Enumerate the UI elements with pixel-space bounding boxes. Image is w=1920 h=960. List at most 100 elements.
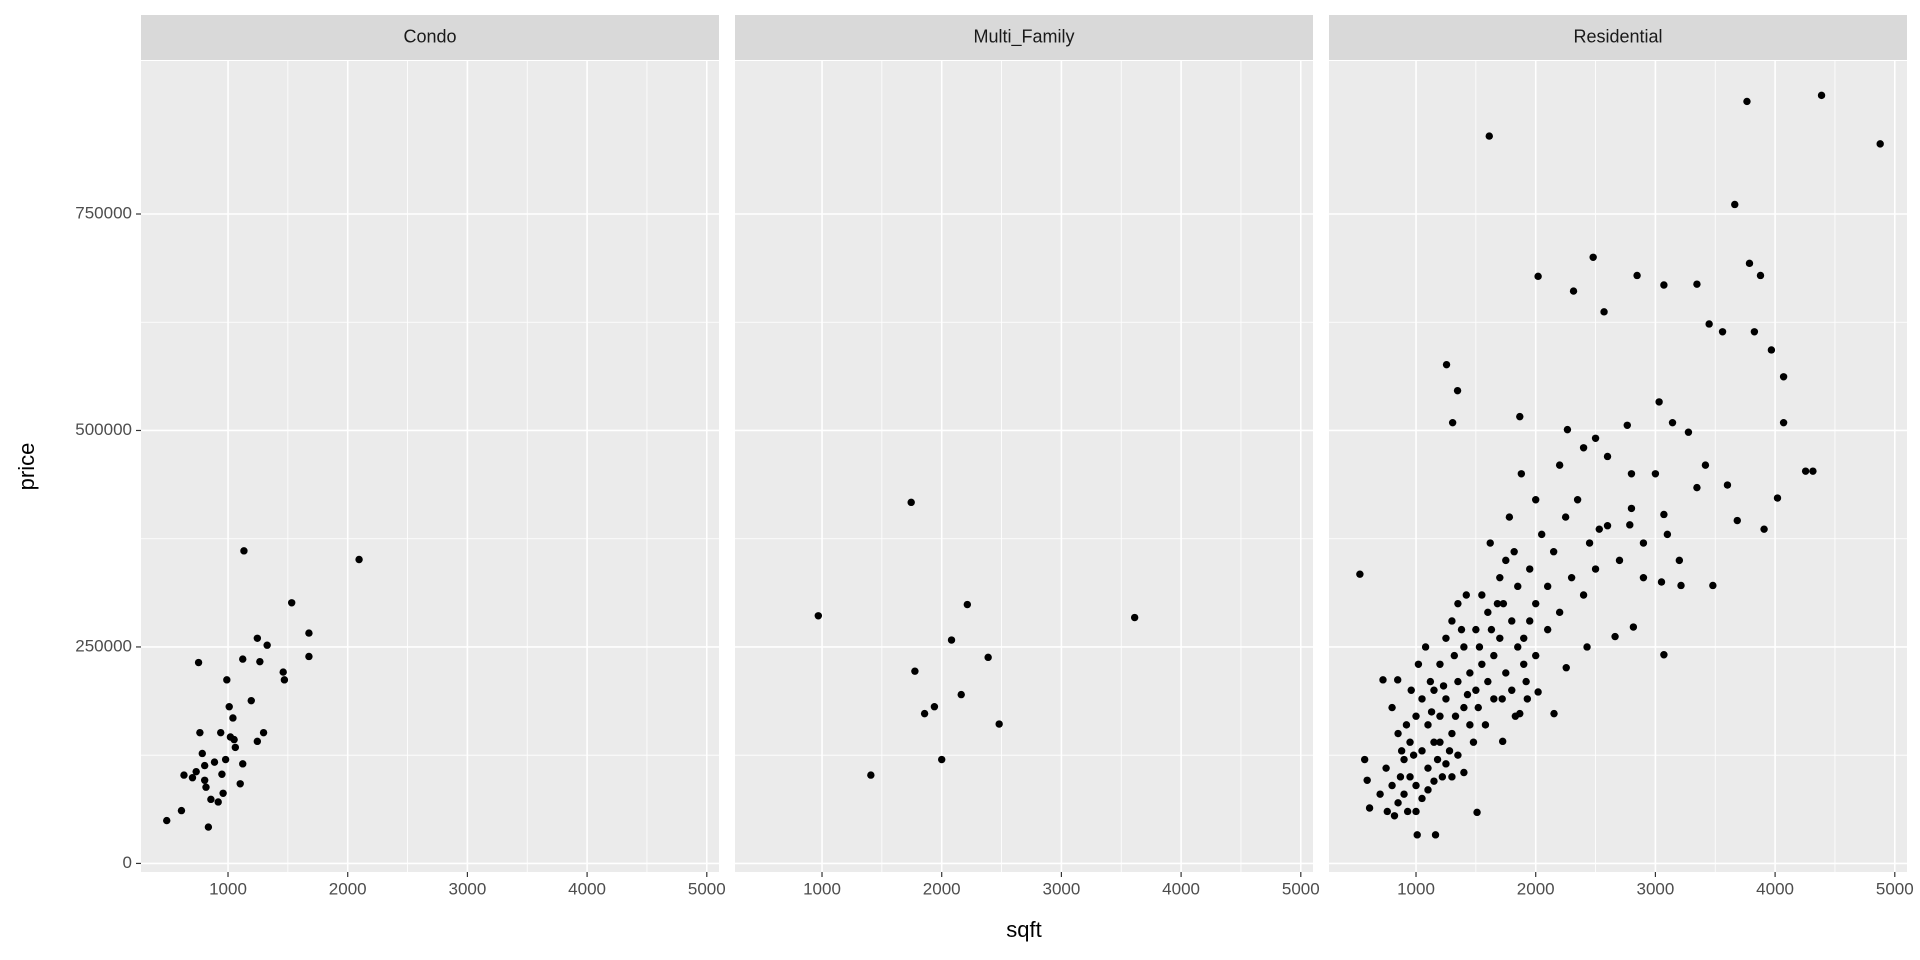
point (1502, 669, 1510, 677)
point (1474, 703, 1482, 712)
point (1413, 831, 1421, 839)
point (1626, 521, 1634, 529)
point (1448, 418, 1457, 427)
point (947, 636, 956, 644)
point (1514, 582, 1522, 591)
point (1406, 773, 1414, 781)
point (1478, 591, 1486, 599)
point (1460, 768, 1468, 777)
point (1360, 755, 1369, 764)
point (1693, 483, 1701, 492)
point (1779, 373, 1788, 381)
point (1383, 807, 1391, 816)
point (963, 600, 972, 609)
x-tick-label: 3000 (1636, 879, 1674, 898)
point (1555, 608, 1564, 617)
point (1709, 581, 1717, 590)
point (1454, 599, 1462, 608)
point (196, 728, 204, 737)
point (1543, 582, 1552, 591)
point (1409, 751, 1418, 759)
x-tick-label: 5000 (688, 879, 726, 898)
point (1436, 660, 1444, 668)
point (1472, 625, 1480, 634)
point (1130, 613, 1139, 622)
point (1733, 516, 1741, 525)
point (1675, 556, 1684, 565)
point (1731, 200, 1739, 209)
point (1532, 651, 1540, 660)
point (263, 641, 271, 649)
point (1412, 807, 1420, 816)
point (1454, 751, 1462, 759)
point (1457, 625, 1466, 634)
point (192, 767, 200, 776)
point (1442, 695, 1450, 703)
point (1438, 773, 1447, 781)
point (1615, 556, 1624, 565)
point (1505, 513, 1514, 521)
point (1639, 539, 1648, 547)
point (1585, 539, 1594, 547)
strip-background (141, 15, 719, 60)
y-tick-label: 500000 (75, 420, 132, 439)
point (256, 657, 264, 666)
point (1579, 444, 1588, 452)
point (1430, 738, 1438, 746)
point (1463, 690, 1472, 699)
point (1394, 799, 1402, 807)
point (1376, 790, 1384, 798)
point (1453, 386, 1462, 395)
point (984, 653, 992, 662)
point (230, 735, 238, 744)
x-tick-label: 3000 (448, 879, 486, 898)
point (259, 728, 268, 737)
point (217, 728, 225, 737)
point (1534, 688, 1542, 696)
point (1550, 709, 1558, 718)
point (225, 703, 233, 711)
point (1451, 712, 1460, 720)
x-tick-label: 1000 (209, 879, 247, 898)
point (1390, 812, 1399, 820)
point (1809, 467, 1817, 475)
point (1520, 634, 1528, 642)
point (1801, 467, 1810, 475)
point (1433, 755, 1442, 764)
point (1462, 591, 1470, 599)
point (1388, 703, 1396, 712)
point (202, 783, 210, 791)
panel-background (735, 61, 1313, 872)
point (1508, 686, 1516, 694)
point (1567, 573, 1576, 582)
point (1629, 623, 1638, 631)
point (204, 823, 213, 831)
point (1412, 712, 1420, 720)
point (1627, 470, 1636, 478)
point (1439, 682, 1448, 690)
point (1537, 530, 1546, 539)
point (1460, 703, 1468, 712)
point (1394, 676, 1402, 684)
point (1450, 651, 1459, 660)
point (1445, 747, 1454, 755)
x-tick-label: 4000 (1756, 879, 1794, 898)
point (1760, 525, 1768, 533)
point (1510, 548, 1518, 556)
panel-background (1329, 61, 1907, 872)
strip-background (1329, 15, 1907, 60)
x-tick-label: 1000 (803, 879, 841, 898)
point (1591, 434, 1600, 442)
point (1421, 643, 1430, 651)
point (1660, 651, 1668, 659)
point (1562, 664, 1570, 672)
point (1496, 573, 1504, 582)
x-axis-title: sqft (1006, 917, 1041, 942)
panel-background (141, 61, 719, 872)
point (236, 780, 244, 788)
point (930, 703, 939, 711)
point (1523, 695, 1532, 703)
point (1430, 777, 1438, 785)
point (1623, 421, 1631, 429)
point (1508, 617, 1516, 625)
